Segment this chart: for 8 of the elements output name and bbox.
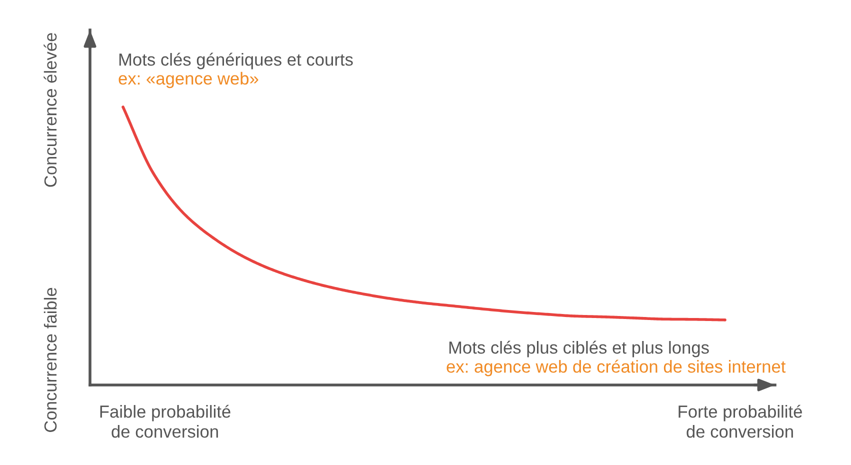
text: Concurrence élevée	[44, 33, 57, 187]
text: Mots clés génériques et courts	[119, 52, 353, 70]
text: Faible probabilité de conversion	[100, 404, 230, 438]
text: ex: «agence web»	[118, 72, 258, 88]
text: Concurrence faible	[44, 288, 57, 432]
annotation: Mots clés plus ciblés et plus longs	[449, 340, 709, 358]
annotation: ex: agence web de création de sites internet	[446, 360, 786, 376]
text: Forte probabilité de conversion	[678, 404, 802, 438]
